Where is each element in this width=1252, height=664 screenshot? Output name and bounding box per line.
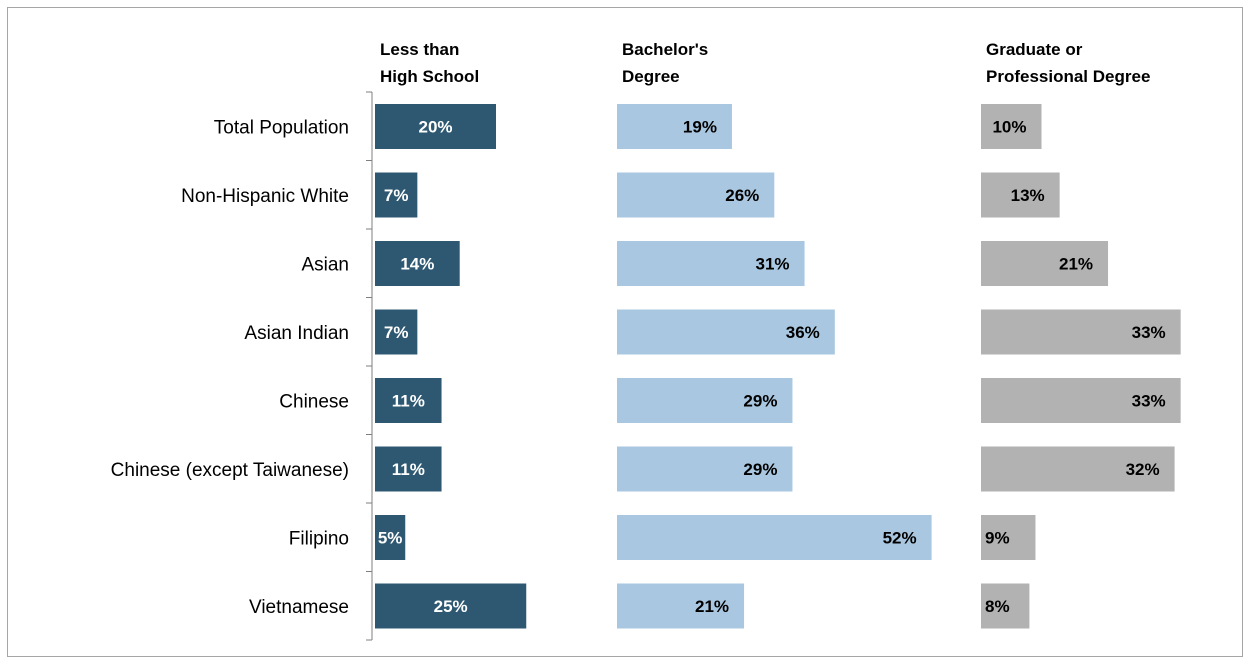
data-label: 11% <box>392 392 425 411</box>
bar <box>375 104 496 149</box>
data-label: 7% <box>384 186 409 205</box>
bar <box>617 309 835 355</box>
data-label: 26% <box>725 186 759 205</box>
category-label: Non-Hispanic White <box>181 186 349 207</box>
bar <box>981 172 1060 218</box>
bar <box>375 172 418 218</box>
bar <box>981 309 1181 355</box>
bar <box>375 515 406 560</box>
data-label: 31% <box>756 255 790 274</box>
bars: 20% 7% 14% 7% 11% 11% 5% 25% 19% 26% 31% 36% 29% 29% 5… <box>375 104 1181 629</box>
bar <box>617 104 732 149</box>
bar <box>981 104 1042 149</box>
data-label: 9% <box>985 529 1010 548</box>
data-label: 33% <box>1132 323 1166 342</box>
column-headers: Less than High School Bachelor's Degree Grad… <box>380 40 1150 86</box>
series-header-1: Bachelor's Degree <box>622 40 708 86</box>
category-label: Chinese <box>279 392 349 413</box>
bar <box>981 515 1036 560</box>
bar <box>617 583 745 629</box>
data-label: 11% <box>392 460 425 479</box>
category-label: Total Population <box>214 118 349 139</box>
bar <box>375 378 442 423</box>
bar <box>375 309 418 355</box>
bar <box>981 446 1175 492</box>
bar <box>981 241 1109 286</box>
data-label: 20% <box>418 118 452 137</box>
data-label: 25% <box>434 597 468 616</box>
series-header-2: Graduate or Professional Degree <box>986 40 1150 86</box>
bar <box>981 378 1181 423</box>
data-label: 33% <box>1132 392 1166 411</box>
category-label: Asian Indian <box>244 323 349 344</box>
category-label: Vietnamese <box>249 597 349 618</box>
bar <box>617 241 805 286</box>
data-label: 19% <box>683 118 717 137</box>
bar <box>981 583 1030 629</box>
category-label: Chinese (except Taiwanese) <box>111 460 349 481</box>
category-labels: Total Population Non-Hispanic White Asian A… <box>111 118 349 619</box>
data-label: 36% <box>786 323 820 342</box>
bar <box>617 172 775 218</box>
data-label: 14% <box>400 255 434 274</box>
bar <box>375 241 460 286</box>
series-header-0: Less than High School <box>380 40 479 86</box>
data-label: 8% <box>985 597 1010 616</box>
category-label: Asian <box>301 255 349 276</box>
data-label: 13% <box>1011 186 1045 205</box>
data-label: 21% <box>695 597 729 616</box>
bar <box>375 446 442 492</box>
bar <box>617 446 793 492</box>
data-label: 52% <box>883 529 917 548</box>
data-label: 29% <box>743 392 777 411</box>
bar <box>617 378 793 423</box>
category-axis <box>366 91 373 641</box>
data-label: 7% <box>384 323 409 342</box>
data-label: 29% <box>743 460 777 479</box>
data-label: 21% <box>1059 255 1093 274</box>
data-label: 10% <box>992 118 1026 137</box>
bar <box>617 515 932 560</box>
bar <box>375 583 527 629</box>
data-label: 32% <box>1126 460 1160 479</box>
data-label: 5% <box>378 529 403 548</box>
category-label: Filipino <box>289 529 349 550</box>
